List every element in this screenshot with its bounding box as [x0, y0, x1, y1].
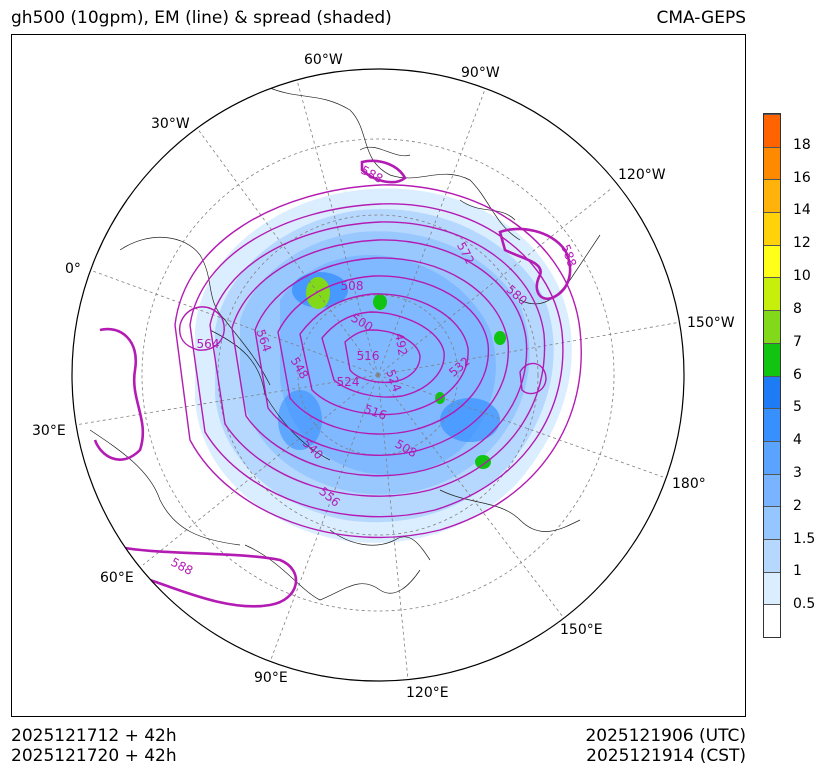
colorbar-cell: [764, 244, 780, 278]
contour-ring-1: [174, 184, 582, 539]
lon-label: 90°E: [254, 670, 288, 686]
contour-label: 588: [168, 555, 195, 578]
spread-hotspot-c: [278, 390, 322, 450]
colorbar-tick-label: 1.5: [793, 530, 816, 547]
gh588-contours: [93, 159, 572, 608]
contour-low-east: [519, 362, 547, 395]
contour-label: 588: [358, 163, 385, 186]
colorbar-tick-label: 16: [793, 169, 811, 186]
colorbar-tick-label: 1: [793, 563, 802, 580]
contour-ring-2: [189, 203, 564, 518]
contour-588-north: [360, 159, 407, 184]
colorbar-cell: [764, 114, 780, 147]
init-time-utc: 2025121712 + 42h: [11, 726, 177, 746]
contour-label: 508: [341, 279, 364, 293]
lon-label: 120°W: [618, 167, 666, 183]
lon-label: 150°W: [687, 315, 735, 331]
contour-low-west: [178, 306, 225, 351]
colorbar-cell: [764, 179, 780, 213]
colorbar-cell: [764, 538, 780, 572]
lon-label: 60°E: [100, 570, 134, 586]
contour-588-pacific: [498, 227, 572, 301]
colorbar-cell: [764, 342, 780, 376]
colorbar-tick-label: 3: [793, 464, 802, 481]
colorbar-tick-label: 10: [793, 268, 811, 285]
colorbar-cell: [764, 440, 780, 474]
colorbar-cell: [764, 571, 780, 605]
lon-label: 60°W: [304, 52, 343, 68]
contour-ring-8: [321, 311, 445, 398]
valid-time-utc: 2025121906 (UTC): [585, 726, 746, 746]
colorbar-tick-label: 12: [793, 235, 811, 252]
colorbar: [763, 113, 781, 638]
lon-label: 180°: [672, 476, 706, 492]
colorbar-tick-label: 5: [793, 399, 802, 416]
contour-588-westcoast: [93, 327, 145, 461]
colorbar-tick-label: 4: [793, 432, 802, 449]
spread-max-c: [475, 455, 491, 469]
contour-588-west: [124, 546, 298, 608]
colorbar-tick-label: 6: [793, 366, 802, 383]
colorbar-tick-label: 0.5: [793, 596, 816, 613]
map-frame: [11, 34, 746, 717]
lon-label: 0°: [65, 261, 81, 277]
spread-hotspot-b: [440, 398, 500, 442]
contour-label: 516: [357, 349, 380, 363]
init-time: 2025121712 + 42h 2025121720 + 42h: [11, 726, 177, 766]
colorbar-cell: [764, 408, 780, 441]
colorbar-cell: [764, 604, 780, 637]
lon-label: 30°W: [151, 116, 190, 132]
gh500-contours: [174, 184, 582, 539]
lon-label: 120°E: [406, 685, 449, 701]
longitude-labels: 60°W 90°W 120°W 150°W 180° 150°E 120°E 9…: [32, 52, 735, 701]
lon-label: 90°W: [461, 65, 500, 81]
contour-ring-5: [254, 257, 510, 456]
colorbar-tick-label: 14: [793, 202, 811, 219]
model-name: CMA-GEPS: [656, 8, 746, 28]
contour-label: 524: [337, 375, 360, 389]
colorbar-cell: [764, 375, 780, 409]
colorbar-tick-label: 7: [793, 333, 802, 350]
map-title: gh500 (10gpm), EM (line) & spread (shade…: [11, 8, 392, 28]
colorbar-cell: [764, 277, 780, 311]
colorbar-tick-label: 8: [793, 300, 802, 317]
lon-label: 150°E: [560, 622, 603, 638]
spread-shading: [195, 188, 572, 543]
colorbar-tick-label: 18: [793, 136, 811, 153]
valid-time: 2025121906 (UTC) 2025121914 (CST): [585, 726, 746, 766]
valid-time-cst: 2025121914 (CST): [586, 746, 746, 766]
lon-label: 30°E: [32, 423, 66, 439]
init-time-cst: 2025121720 + 42h: [11, 746, 177, 766]
colorbar-cell: [764, 473, 780, 507]
colorbar-cell: [764, 212, 780, 245]
colorbar-cell: [764, 310, 780, 343]
contour-label: 564: [197, 337, 220, 351]
spread-max-b: [373, 294, 387, 310]
contour-ring-3: [209, 221, 546, 497]
spread-max-d: [494, 331, 506, 345]
contour-ring-6: [277, 275, 490, 435]
contour-ring-7: [299, 293, 469, 416]
colorbar-cell: [764, 506, 780, 539]
contour-ring-4: [231, 239, 528, 477]
colorbar-tick-label: 2: [793, 497, 802, 514]
map-boundary: [71, 68, 685, 682]
contour-label: 492: [392, 332, 410, 357]
contour-ring-9: [344, 329, 421, 384]
colorbar-cell: [764, 146, 780, 180]
